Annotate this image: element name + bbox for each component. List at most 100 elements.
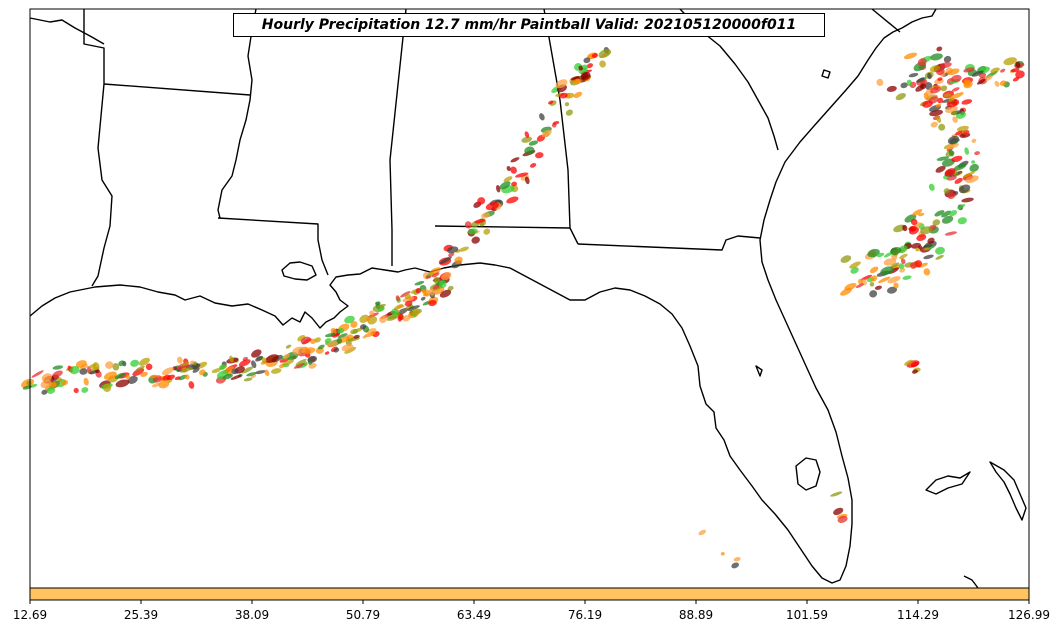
precip-blob — [923, 247, 930, 251]
precip-blob — [908, 72, 919, 78]
precip-blob — [855, 283, 864, 289]
precip-blob — [353, 334, 360, 339]
precip-blob — [515, 172, 529, 178]
precip-blob — [79, 368, 88, 375]
precip-blob — [231, 368, 239, 375]
precip-blob — [219, 364, 226, 371]
precip-blob — [302, 347, 316, 355]
precip-blob — [188, 381, 195, 389]
precip-blob — [698, 529, 707, 536]
precip-blob — [964, 147, 970, 155]
precip-blob — [359, 324, 367, 330]
precip-blob — [844, 283, 857, 291]
precip-blob — [840, 255, 852, 263]
precip-blob — [404, 300, 413, 307]
precip-blob — [943, 188, 950, 194]
precip-blob — [365, 317, 371, 322]
precip-blob — [575, 78, 581, 85]
precip-blob — [912, 209, 923, 216]
precip-blob — [963, 67, 975, 73]
precip-blob — [281, 359, 294, 366]
precip-blob — [971, 70, 984, 77]
precip-blob — [947, 192, 956, 199]
precip-blob — [222, 373, 233, 380]
precip-blob — [591, 53, 598, 58]
lake-okeechobee — [795, 457, 821, 491]
precip-blob — [573, 91, 583, 99]
precip-blob — [943, 93, 951, 98]
border-arkansas-west — [83, 9, 113, 287]
precip-blob — [246, 372, 257, 377]
island-small-2 — [755, 365, 763, 377]
precip-blob — [932, 219, 941, 226]
precip-blob — [858, 278, 863, 285]
precip-blob — [293, 363, 305, 369]
precip-blob — [454, 256, 463, 265]
border-mississippi-river — [217, 8, 257, 219]
precip-blob — [951, 110, 957, 116]
precip-blob — [999, 80, 1007, 86]
border-mississippi-alabama — [389, 8, 407, 266]
precip-blob — [337, 333, 348, 339]
precip-blob — [317, 344, 325, 350]
precip-blob — [149, 374, 158, 379]
colorbar-tick-label: 38.09 — [235, 608, 269, 622]
precip-blob — [944, 168, 956, 177]
precip-blob — [369, 310, 375, 316]
precip-blob — [923, 254, 934, 260]
precip-blob — [81, 387, 89, 393]
precip-blob — [930, 121, 938, 128]
precip-blob — [934, 210, 945, 217]
precip-blob — [953, 163, 967, 171]
precip-blob — [283, 353, 290, 359]
precip-blob — [570, 76, 580, 81]
precip-blob — [359, 314, 370, 323]
coast-florida — [414, 8, 937, 584]
precip-blob — [439, 289, 452, 298]
precip-blob — [548, 100, 554, 105]
coastline-and-borders — [29, 8, 1027, 589]
precip-blob — [307, 360, 313, 365]
precip-blob — [471, 236, 480, 244]
precip-blob — [292, 346, 306, 355]
precip-blob — [57, 377, 63, 383]
precip-blob — [955, 130, 963, 136]
precip-blob — [957, 204, 966, 210]
precip-blob — [920, 226, 933, 235]
precip-blob — [978, 72, 987, 78]
precip-blob — [869, 290, 878, 298]
precip-blob — [112, 363, 120, 371]
precip-blob — [125, 374, 131, 380]
precip-blob — [397, 316, 402, 322]
precip-blob — [948, 210, 958, 217]
precip-blob — [264, 369, 270, 377]
precip-blob — [935, 246, 945, 255]
precip-blob — [52, 370, 63, 378]
precip-blob — [541, 129, 552, 138]
precip-blob — [158, 380, 170, 389]
precip-blob — [87, 366, 92, 374]
precip-blob — [140, 371, 148, 377]
precip-blob — [30, 383, 38, 388]
precip-blob — [923, 92, 929, 101]
precip-blob — [198, 369, 206, 376]
precip-blob — [295, 358, 307, 366]
colorbar-tick-label: 88.89 — [679, 608, 713, 622]
precip-blob — [428, 300, 437, 307]
precip-blob — [166, 374, 175, 381]
island-bahamas — [925, 471, 971, 495]
precip-blob — [583, 57, 591, 64]
precip-blob — [420, 296, 426, 301]
precip-blob — [949, 92, 963, 100]
precip-blob — [356, 327, 362, 332]
precip-blob — [447, 285, 454, 291]
precip-blob — [935, 103, 942, 108]
border-alabama-florida — [434, 225, 571, 229]
precip-blob — [902, 275, 912, 280]
precip-blob — [251, 349, 262, 358]
precip-blob — [336, 337, 343, 344]
colorbar-tick-label: 76.19 — [568, 608, 602, 622]
precip-blob — [41, 389, 48, 395]
precip-blob — [448, 252, 455, 257]
precip-blob — [464, 221, 472, 229]
